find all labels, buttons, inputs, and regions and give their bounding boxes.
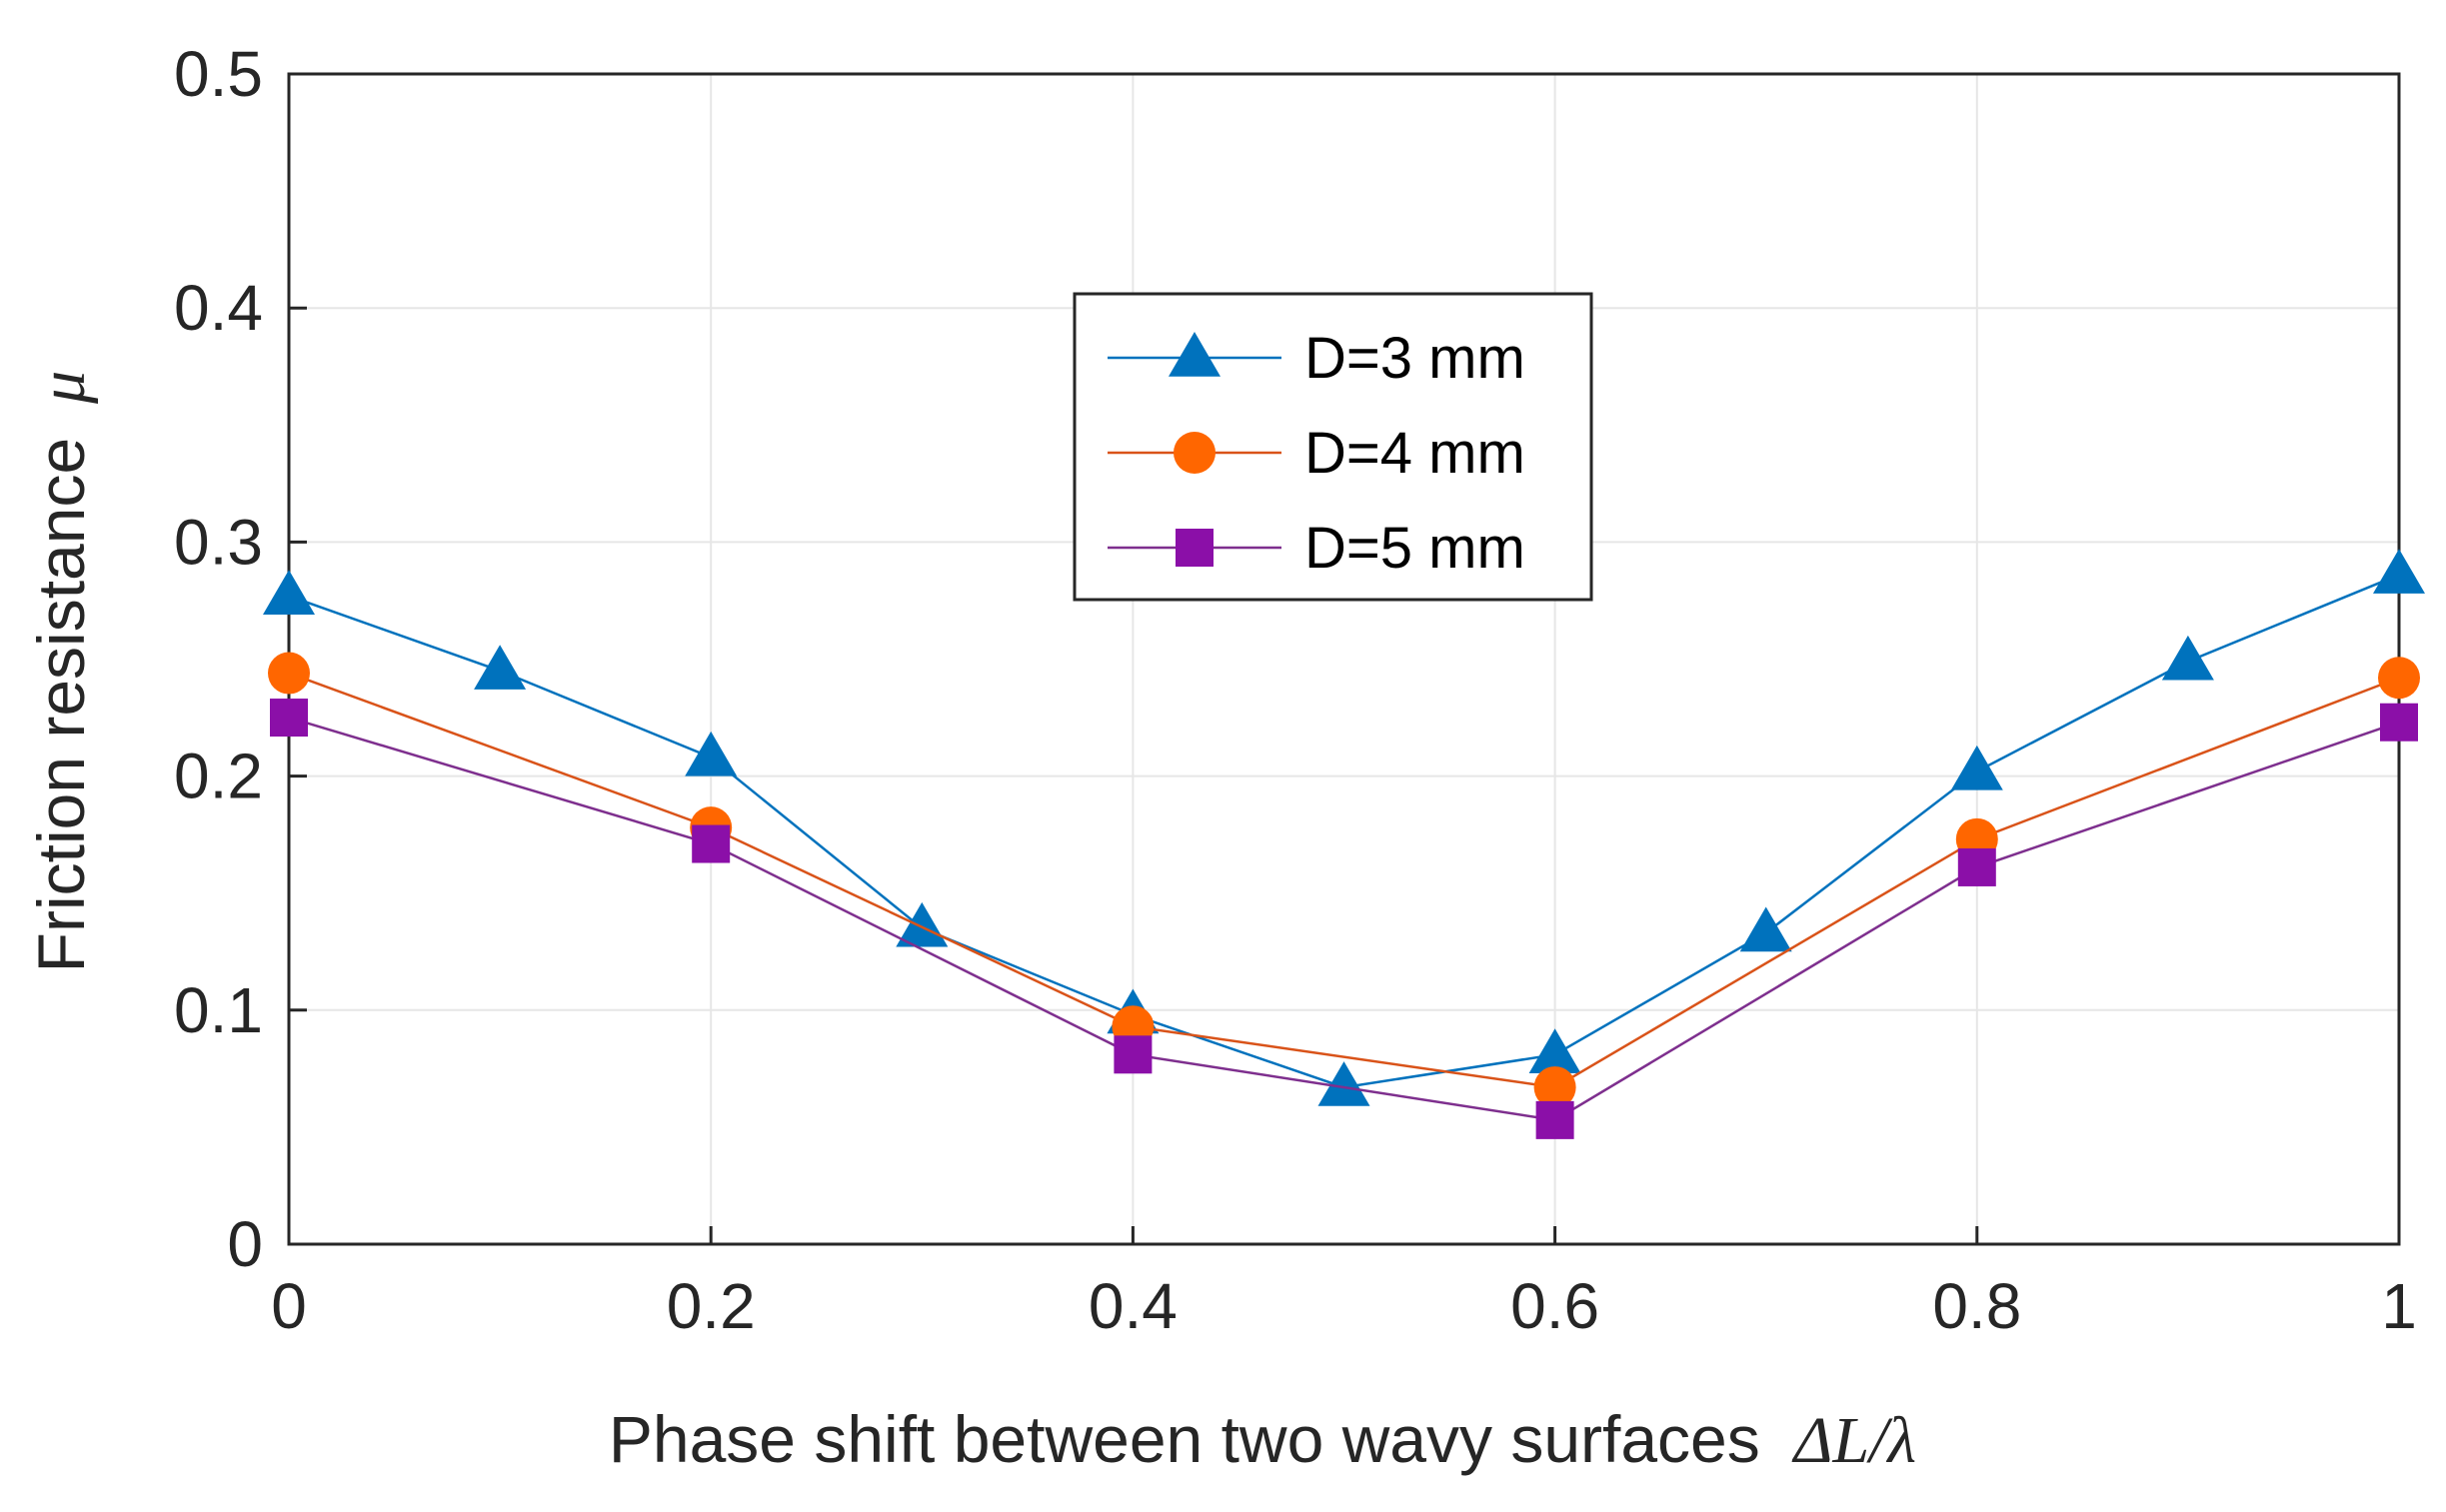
data-point	[2378, 657, 2420, 700]
data-point	[1533, 1066, 1576, 1109]
data-point	[2373, 549, 2425, 594]
data-point	[896, 901, 949, 947]
x-tick-label: 0.6	[1510, 1270, 1599, 1342]
data-point	[1317, 1061, 1370, 1106]
legend-marker	[1169, 332, 1221, 377]
data-point	[263, 570, 315, 615]
legend-marker	[1176, 529, 1214, 567]
x-tick-label: 0.8	[1932, 1270, 2021, 1342]
series-d-5-mm	[270, 699, 2418, 1139]
legend-entry: D=3 mm	[1108, 326, 1525, 391]
legend-marker	[1174, 432, 1216, 474]
y-tick-label: 0.2	[174, 741, 263, 812]
y-tick-label: 0.1	[174, 974, 263, 1046]
data-point	[270, 699, 308, 738]
legend-entry: D=5 mm	[1108, 516, 1525, 581]
y-axis-label: Friction resistance μ	[24, 371, 99, 973]
legend-entry: D=4 mm	[1108, 421, 1525, 486]
x-axis-label-text: Phase shift between two wavy surfaces	[609, 1402, 1760, 1476]
data-point	[2380, 703, 2418, 742]
x-tick-label: 0	[271, 1270, 307, 1342]
y-tick-label: 0.5	[174, 38, 263, 110]
data-point	[1528, 1028, 1581, 1074]
x-axis-label-math: ΔL/λ	[1791, 1404, 1916, 1477]
series-line	[288, 716, 2400, 1122]
data-point	[1957, 847, 1996, 886]
data-point	[692, 824, 731, 863]
y-tick-label: 0	[227, 1208, 263, 1280]
series-line	[288, 672, 2400, 1089]
legend: D=3 mm D=4 mm D=5 mm	[1073, 292, 1593, 602]
y-tick-label: 0.4	[174, 272, 263, 344]
data-point	[1739, 906, 1792, 952]
legend-label: D=3 mm	[1304, 326, 1525, 391]
y-tick-label: 0.3	[174, 506, 263, 578]
y-axis-label-symbol: μ	[26, 371, 99, 405]
x-tick-label: 1	[2381, 1270, 2417, 1342]
x-tick-label: 0.4	[1089, 1270, 1178, 1342]
x-tick-label: 0.2	[667, 1270, 756, 1342]
legend-label: D=4 mm	[1304, 421, 1525, 486]
data-point	[1114, 1035, 1153, 1074]
x-axis-label: Phase shift between two wavy surfaces ΔL/…	[609, 1402, 1916, 1477]
data-point	[1535, 1100, 1574, 1139]
y-axis-label-text: Friction resistance	[24, 438, 98, 973]
data-point	[1950, 745, 2003, 790]
legend-label: D=5 mm	[1304, 516, 1525, 581]
axis-ticks: 0 0.2 0.4 0.6 0.8 1 0 0.1 0.2 0.3 0.4 0.5	[174, 38, 2417, 1342]
data-point	[685, 731, 738, 776]
legend-items: D=3 mm D=4 mm D=5 mm	[1108, 326, 1525, 581]
data-point	[2161, 635, 2214, 681]
data-point	[474, 645, 527, 690]
data-point	[268, 652, 310, 695]
series-layer	[263, 549, 2425, 1139]
